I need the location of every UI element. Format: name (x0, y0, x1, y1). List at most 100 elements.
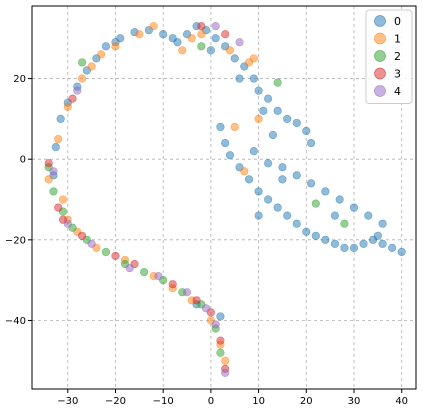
data-point-series-0 (168, 34, 177, 43)
legend-label: 1 (394, 33, 401, 46)
data-point-series-0 (364, 211, 373, 220)
data-point-series-0 (51, 143, 60, 152)
data-point-series-2 (311, 199, 320, 208)
data-point-series-3 (44, 159, 53, 168)
data-point-series-2 (101, 247, 111, 257)
data-point-series-1 (240, 167, 249, 176)
data-point-series-0 (292, 219, 301, 228)
x-tick-label: 30 (348, 396, 361, 407)
grid-lines (32, 6, 416, 389)
data-point-series-1 (197, 30, 206, 39)
data-point-series-0 (306, 138, 316, 148)
data-point-series-4 (211, 320, 220, 329)
data-point-series-4 (154, 272, 163, 281)
data-point-series-4 (87, 239, 96, 248)
data-point-series-0 (244, 175, 254, 184)
axis-ticks: −30 −20 −10 0 10 20 30 40 −40 −20 0 20 (5, 74, 408, 407)
data-point-series-4 (211, 22, 220, 31)
data-point-series-3 (197, 22, 206, 31)
data-point-series-0 (254, 211, 263, 220)
data-point-series-1 (149, 22, 158, 31)
data-point-series-2 (197, 42, 206, 51)
data-point-series-0 (283, 211, 292, 220)
data-point-series-1 (44, 175, 53, 184)
data-point-series-4 (73, 86, 82, 95)
data-point-series-0 (302, 126, 311, 136)
data-point-series-3 (111, 251, 120, 261)
data-point-series-3 (54, 203, 63, 212)
data-point-series-1 (221, 356, 230, 365)
legend: 0 1 2 3 4 (365, 9, 413, 104)
data-point-series-0 (378, 239, 387, 248)
data-point-series-0 (388, 243, 397, 252)
legend-label: 0 (394, 15, 401, 28)
data-point-series-0 (216, 122, 225, 132)
data-point-series-4 (221, 368, 230, 377)
data-point-series-0 (264, 195, 273, 204)
data-point-series-0 (340, 243, 349, 252)
data-point-series-0 (330, 239, 340, 248)
y-tick-label: −40 (5, 316, 26, 327)
data-point-series-0 (273, 106, 282, 115)
data-point-series-0 (225, 151, 235, 160)
data-point-series-0 (101, 42, 111, 51)
y-tick-label: −20 (5, 235, 26, 246)
data-point-series-0 (249, 147, 258, 156)
data-point-series-0 (56, 114, 65, 123)
data-point-series-2 (139, 267, 149, 277)
data-point-series-0 (206, 46, 215, 55)
data-point-series-1 (63, 102, 72, 111)
data-point-series-1 (111, 42, 120, 51)
x-tick-label: 40 (395, 396, 408, 407)
legend-label: 2 (394, 50, 401, 63)
data-point-series-4 (235, 38, 244, 47)
data-point-series-0 (321, 235, 330, 244)
data-point-series-0 (278, 175, 287, 184)
data-point-series-0 (230, 54, 239, 63)
legend-marker (374, 85, 386, 97)
data-point-series-0 (235, 74, 244, 83)
x-tick-label: 20 (300, 396, 313, 407)
data-point-series-3 (68, 94, 77, 103)
data-point-series-1 (135, 30, 144, 39)
data-point-series-0 (397, 247, 406, 257)
data-point-series-0 (378, 219, 387, 228)
data-point-series-0 (273, 203, 282, 212)
data-point-series-0 (330, 211, 340, 220)
legend-marker (374, 32, 386, 45)
data-point-series-4 (182, 288, 192, 297)
data-point-series-2 (49, 187, 58, 196)
legend-marker (374, 50, 386, 62)
data-point-series-1 (87, 62, 96, 71)
data-point-series-3 (192, 296, 201, 305)
data-point-series-0 (211, 34, 220, 43)
x-tick-label: 0 (208, 396, 214, 407)
data-point-series-4 (125, 263, 134, 273)
data-point-series-3 (221, 30, 230, 39)
data-point-series-1 (58, 195, 68, 204)
data-point-series-1 (178, 46, 187, 55)
data-point-series-0 (278, 163, 287, 172)
legend-marker (374, 15, 386, 27)
data-point-series-0 (349, 203, 359, 212)
data-point-series-0 (254, 86, 263, 95)
data-point-series-0 (349, 243, 359, 252)
x-tick-label: 10 (252, 396, 265, 407)
x-tick-label: −30 (57, 396, 78, 407)
data-point-series-4 (63, 219, 72, 228)
data-point-series-2 (77, 58, 87, 67)
data-point-series-1 (249, 54, 258, 63)
x-tick-label: −20 (105, 396, 126, 407)
legend-marker (374, 67, 386, 80)
data-point-series-0 (249, 74, 258, 83)
data-point-series-0 (159, 30, 168, 39)
legend-label: 3 (394, 68, 401, 81)
data-point-series-2 (216, 348, 225, 357)
data-point-series-0 (259, 106, 268, 115)
data-point-series-4 (49, 167, 58, 176)
data-points (44, 22, 406, 377)
data-point-series-0 (306, 179, 316, 188)
data-point-series-2 (273, 78, 282, 87)
y-tick-label: 0 (20, 155, 26, 166)
